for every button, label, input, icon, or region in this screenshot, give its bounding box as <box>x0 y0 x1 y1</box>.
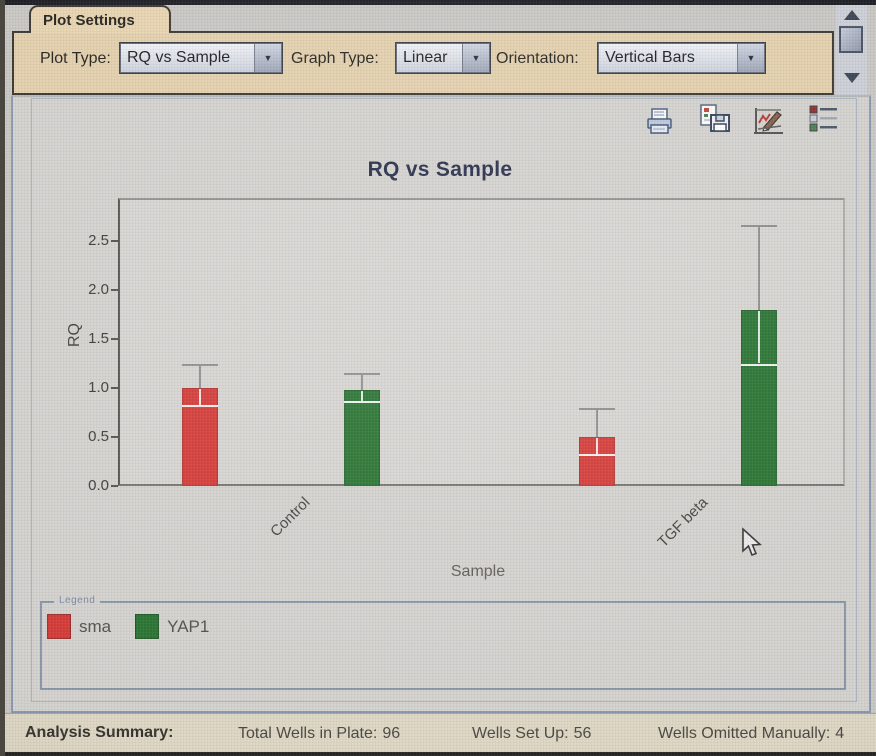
plot-type-label: Plot Type: <box>40 50 111 67</box>
wells-set-up-label: Wells Set Up: <box>472 725 569 742</box>
edit-plot-icon[interactable] <box>751 104 787 140</box>
total-wells-in-plate: Total Wells in Plate: 96 <box>238 725 400 743</box>
export-plot-icon[interactable] <box>697 102 733 138</box>
scrollbar-vertical[interactable] <box>836 5 867 95</box>
window-bottom-edge <box>5 752 876 756</box>
mouse-cursor-icon <box>739 527 765 564</box>
x-axis-label: Sample <box>450 563 506 580</box>
scroll-down-icon[interactable] <box>844 73 860 83</box>
y-axis-label: RQ <box>66 323 83 347</box>
legend-swatch-sma <box>47 614 71 639</box>
legend-list-icon[interactable] <box>805 102 841 138</box>
legend-entries: sma YAP1 <box>47 614 233 639</box>
wells-set-up-value: 56 <box>573 725 592 742</box>
scroll-up-icon[interactable] <box>844 10 860 20</box>
analysis-summary-bar: Analysis Summary: Total Wells in Plate: 9… <box>5 713 876 752</box>
tab-plot-settings-label: Plot Settings <box>43 11 135 29</box>
legend-title: Legend <box>54 595 101 606</box>
print-icon[interactable] <box>641 104 677 140</box>
legend-label: sma <box>79 616 112 636</box>
orientation-label: Orientation: <box>496 50 579 67</box>
chevron-down-icon[interactable]: ▼ <box>254 44 281 72</box>
wells-set-up: Wells Set Up: 56 <box>472 725 591 743</box>
wells-omitted-label: Wells Omitted Manually: <box>658 725 831 742</box>
graph-type-label: Graph Type: <box>291 50 379 67</box>
scrollbar-thumb[interactable] <box>839 26 863 53</box>
legend: Legend sma YAP1 <box>40 595 846 690</box>
plot-settings-panel: Plot Type: RQ vs Sample ▼ Graph Type: Li… <box>12 31 834 95</box>
tab-plot-settings[interactable]: Plot Settings <box>29 5 171 33</box>
window-top-edge <box>5 0 876 5</box>
wells-omitted-value: 4 <box>835 725 845 742</box>
legend-swatch-YAP1 <box>135 614 160 639</box>
orientation-select[interactable]: Vertical Bars ▼ <box>597 42 766 74</box>
graph-type-value: Linear <box>403 49 448 66</box>
chevron-down-icon[interactable]: ▼ <box>462 44 489 72</box>
plot-region <box>118 198 845 486</box>
orientation-value: Vertical Bars <box>605 49 695 66</box>
graph-type-select[interactable]: Linear ▼ <box>395 42 491 74</box>
total-wells-value: 96 <box>382 725 401 742</box>
chart-title: RQ vs Sample <box>367 158 513 181</box>
plot-type-select[interactable]: RQ vs Sample ▼ <box>119 42 283 74</box>
legend-label: YAP1 <box>167 616 210 636</box>
wells-omitted-manually: Wells Omitted Manually: 4 <box>658 725 844 743</box>
chevron-down-icon[interactable]: ▼ <box>737 44 764 72</box>
analysis-summary-label: Analysis Summary: <box>25 724 174 741</box>
plot-type-value: RQ vs Sample <box>127 49 231 66</box>
total-wells-label: Total Wells in Plate: <box>238 725 378 742</box>
